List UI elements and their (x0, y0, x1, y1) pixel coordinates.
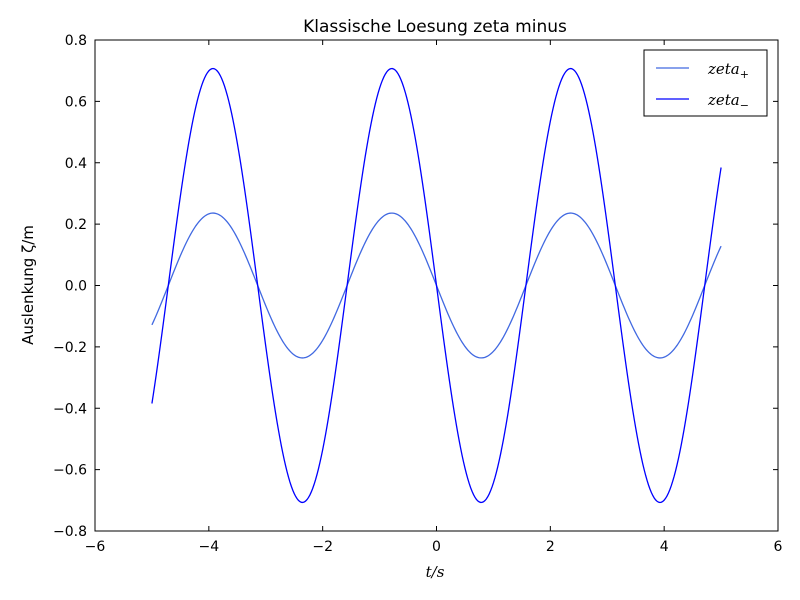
y-tick-label: 0.6 (65, 94, 87, 110)
y-tick-label: 0.8 (65, 33, 87, 49)
y-tick-label: −0.8 (53, 524, 87, 540)
y-tick-label: −0.4 (53, 401, 87, 417)
y-tick-label: −0.2 (53, 340, 87, 356)
x-tick-label: 6 (774, 539, 783, 555)
x-tick-label: −2 (312, 539, 333, 555)
x-tick-label: 4 (660, 539, 669, 555)
legend-label-zeta-minus-sub: − (740, 99, 749, 112)
series-line-zeta-minus (151, 67, 722, 504)
legend-label-zeta-plus-base: zeta (707, 60, 740, 78)
x-tick-label: −6 (85, 539, 106, 555)
x-axis-label: t/s (426, 563, 445, 581)
legend-label-zeta-minus: zeta− (707, 91, 749, 112)
ticks-layer: −6 −4 −2 0 2 4 6 −0.8 −0.6 −0.4 −0.2 0.0 0.2 0.4 0.6 0.… (53, 33, 783, 555)
x-tick-label: 2 (546, 539, 555, 555)
plot-area-frame (94, 39, 779, 532)
legend-label-zeta-plus-sub: + (740, 68, 749, 81)
series-layer (151, 67, 722, 504)
y-tick-label: 0.2 (65, 217, 87, 233)
legend: zeta+ zeta− (643, 49, 768, 117)
legend-frame (643, 49, 768, 117)
y-tick-label: −0.6 (53, 463, 87, 479)
x-tick-label: −4 (199, 539, 220, 555)
y-tick-label: 0.0 (65, 279, 87, 295)
legend-label-zeta-minus-base: zeta (707, 91, 740, 109)
chart-title: Klassische Loesung zeta minus (303, 17, 567, 37)
y-tick-label: 0.4 (65, 156, 87, 172)
y-axis-label: Auslenkung ζ/m (19, 225, 37, 345)
x-tick-label: 0 (432, 539, 441, 555)
legend-label-zeta-plus: zeta+ (707, 60, 749, 81)
